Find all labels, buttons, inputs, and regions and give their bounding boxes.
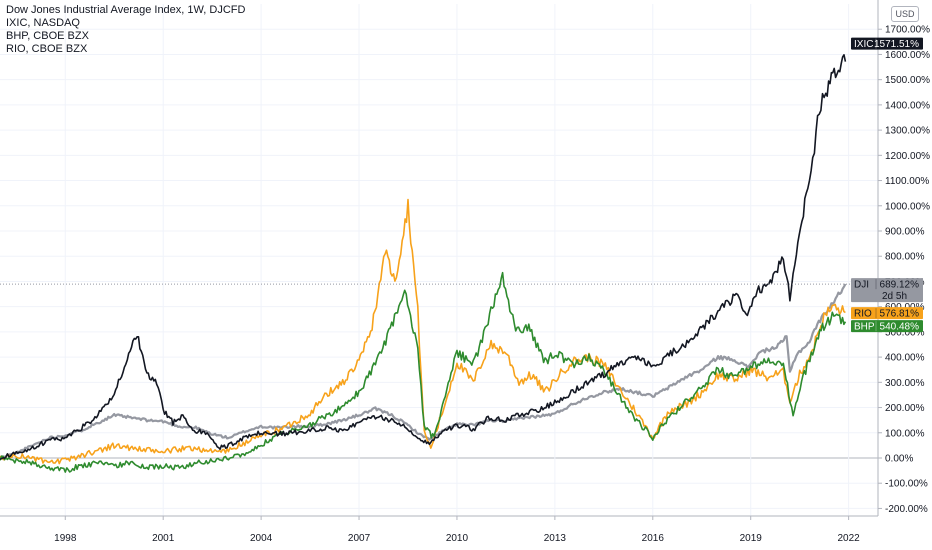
y-tick-label: 1600.00% [885,50,930,61]
y-tick-label: 400.00% [885,353,925,364]
y-tick-label: 100.00% [885,428,925,439]
price-label-symbol: IXIC [854,39,873,50]
grid-layer [0,4,878,516]
y-tick-label: 0.00% [885,453,913,464]
y-tick-label: 1500.00% [885,75,930,86]
price-label-symbol: BHP [854,322,875,333]
series-line-bhp[interactable] [0,271,847,473]
x-tick-label: 1998 [54,533,77,544]
y-tick-label: 200.00% [885,403,925,414]
price-label-rio[interactable]: RIO 576.81% [851,307,923,320]
y-tick-label: 1400.00% [885,100,930,111]
price-label-symbol: RIO [854,309,872,320]
price-label-bhp[interactable]: BHP 540.48% [851,320,923,333]
series-line-ixic[interactable] [0,54,847,460]
x-tick-label: 2010 [446,533,469,544]
y-tick-label: 1100.00% [885,176,929,187]
legend-item-ixic[interactable]: IXIC, NASDAQ [6,17,80,29]
y-tick-label: 1000.00% [885,201,930,212]
y-tick-label: 800.00% [885,252,925,263]
price-label-bg [851,278,923,303]
y-tick-label: 500.00% [885,327,925,338]
x-tick-label: 2019 [740,533,763,544]
y-tick-label: -200.00% [885,504,928,515]
legend: Dow Jones Industrial Average Index, 1W, … [6,4,245,56]
series-layer [0,54,878,473]
x-tick-label: 2004 [250,533,273,544]
y-tick-label: 1300.00% [885,126,930,137]
x-tick-label: 2016 [642,533,665,544]
price-label-dji[interactable]: DJI 689.12%2d 5h [851,278,923,303]
y-tick-label: 300.00% [885,378,925,389]
price-label-bg [851,307,923,320]
price-label-value: 1571.51% [874,39,919,50]
price-label-value: 576.81% [880,309,920,320]
legend-item-dji[interactable]: Dow Jones Industrial Average Index, 1W, … [6,4,246,16]
y-tick-label: -100.00% [885,479,928,490]
price-label-value: 540.48% [880,322,920,333]
x-tick-label: 2001 [152,533,175,544]
price-label-symbol: DJI [854,280,869,291]
price-label-value: 689.12% [880,280,920,291]
x-tick-label: 2007 [348,533,371,544]
y-tick-label: 1700.00% [885,25,930,36]
price-label-bg [851,37,923,50]
y-tick-label: 1200.00% [885,151,930,162]
x-tick-label: 2013 [544,533,567,544]
price-label-ixic[interactable]: IXIC 1571.51% [851,37,923,51]
legend-item-rio[interactable]: RIO, CBOE BZX [6,43,88,55]
legend-item-bhp[interactable]: BHP, CBOE BZX [6,30,89,42]
y-tick-label: 900.00% [885,226,925,237]
price-label-bg [851,320,923,333]
x-tick-label: 2022 [837,533,860,544]
price-label-countdown: 2d 5h [882,291,907,302]
series-line-dji[interactable] [0,283,847,459]
currency-badge[interactable]: USD [891,6,919,22]
